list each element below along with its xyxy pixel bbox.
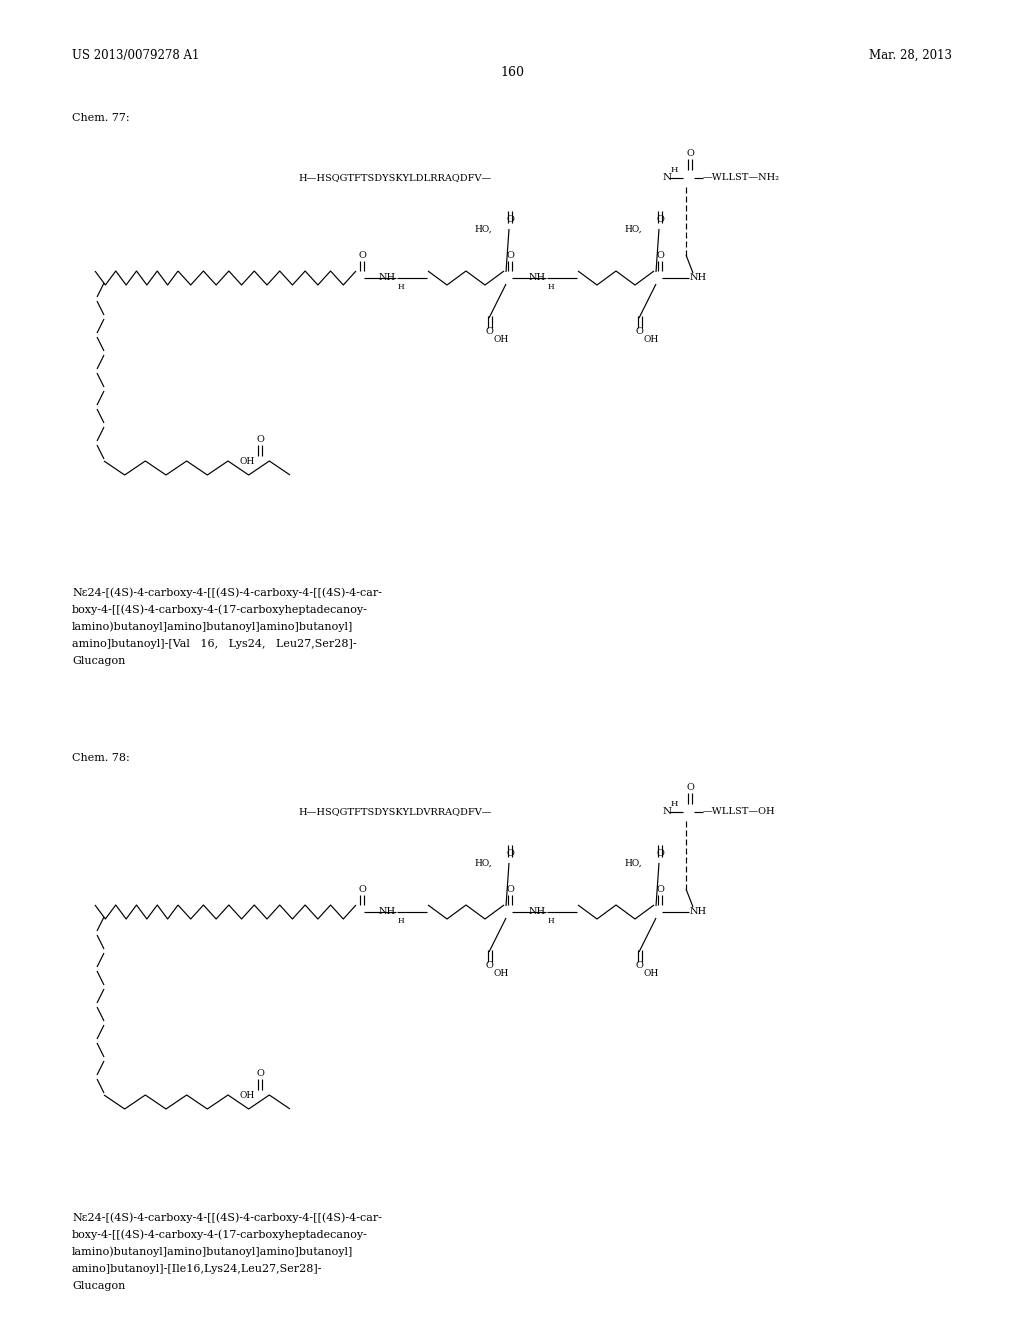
Text: lamino)butanoyl]amino]butanoyl]amino]butanoyl]: lamino)butanoyl]amino]butanoyl]amino]but… (72, 1246, 353, 1257)
Text: 160: 160 (500, 66, 524, 78)
Text: O: O (506, 252, 514, 260)
Text: O: O (506, 886, 514, 895)
Text: Chem. 78:: Chem. 78: (72, 752, 130, 763)
Text: —WLLST—NH₂: —WLLST—NH₂ (703, 173, 780, 182)
Text: N: N (663, 173, 672, 182)
Text: H: H (671, 166, 678, 174)
Text: Chem. 77:: Chem. 77: (72, 114, 130, 123)
Text: NH: NH (379, 908, 396, 916)
Text: H: H (398, 282, 404, 290)
Text: OH: OH (644, 334, 659, 343)
Text: Glucagon: Glucagon (72, 1280, 125, 1291)
Text: NH: NH (528, 273, 546, 282)
Text: H: H (671, 800, 678, 808)
Text: O: O (656, 886, 664, 895)
Text: O: O (506, 849, 514, 858)
Text: O: O (686, 783, 694, 792)
Text: Glucagon: Glucagon (72, 656, 125, 667)
Text: HO,: HO, (474, 224, 492, 234)
Text: O: O (256, 436, 264, 445)
Text: amino]butanoyl]-[Val   16,   Lys24,   Leu27,Ser28]-: amino]butanoyl]-[Val 16, Lys24, Leu27,Se… (72, 639, 356, 649)
Text: HO,: HO, (625, 224, 642, 234)
Text: Nε24-[(4S)-4-carboxy-4-[[(4S)-4-carboxy-4-[[(4S)-4-car-: Nε24-[(4S)-4-carboxy-4-[[(4S)-4-carboxy-… (72, 1213, 382, 1224)
Text: O: O (656, 252, 664, 260)
Text: O: O (256, 1069, 264, 1078)
Text: NH: NH (690, 273, 708, 282)
Text: O: O (358, 886, 366, 895)
Text: OH: OH (494, 334, 509, 343)
Text: O: O (486, 327, 494, 337)
Text: HO,: HO, (625, 858, 642, 867)
Text: lamino)butanoyl]amino]butanoyl]amino]butanoyl]: lamino)butanoyl]amino]butanoyl]amino]but… (72, 622, 353, 632)
Text: NH: NH (379, 273, 396, 282)
Text: H—HSQGTFTSDYSKYLDLRRAQDFV—: H—HSQGTFTSDYSKYLDLRRAQDFV— (298, 173, 492, 182)
Text: —WLLST—OH: —WLLST—OH (703, 808, 775, 817)
Text: Mar. 28, 2013: Mar. 28, 2013 (869, 49, 952, 62)
Text: Nε24-[(4S)-4-carboxy-4-[[(4S)-4-carboxy-4-[[(4S)-4-car-: Nε24-[(4S)-4-carboxy-4-[[(4S)-4-carboxy-… (72, 587, 382, 598)
Text: OH: OH (240, 1092, 255, 1101)
Text: H: H (398, 917, 404, 925)
Text: amino]butanoyl]-[Ile16,Lys24,Leu27,Ser28]-: amino]butanoyl]-[Ile16,Lys24,Leu27,Ser28… (72, 1265, 323, 1274)
Text: O: O (686, 149, 694, 157)
Text: N: N (663, 808, 672, 817)
Text: boxy-4-[[(4S)-4-carboxy-4-(17-carboxyheptadecanoy-: boxy-4-[[(4S)-4-carboxy-4-(17-carboxyhep… (72, 605, 368, 615)
Text: H—HSQGTFTSDYSKYLDVRRAQDFV—: H—HSQGTFTSDYSKYLDVRRAQDFV— (298, 808, 492, 817)
Text: NH: NH (528, 908, 546, 916)
Text: H: H (548, 282, 555, 290)
Text: O: O (358, 252, 366, 260)
Text: O: O (506, 214, 514, 223)
Text: O: O (656, 214, 664, 223)
Text: OH: OH (494, 969, 509, 978)
Text: O: O (656, 849, 664, 858)
Text: NH: NH (690, 908, 708, 916)
Text: boxy-4-[[(4S)-4-carboxy-4-(17-carboxyheptadecanoy-: boxy-4-[[(4S)-4-carboxy-4-(17-carboxyhep… (72, 1230, 368, 1241)
Text: US 2013/0079278 A1: US 2013/0079278 A1 (72, 49, 200, 62)
Text: O: O (636, 961, 644, 970)
Text: O: O (486, 961, 494, 970)
Text: HO,: HO, (474, 858, 492, 867)
Text: OH: OH (644, 969, 659, 978)
Text: OH: OH (240, 458, 255, 466)
Text: H: H (548, 917, 555, 925)
Text: O: O (636, 327, 644, 337)
